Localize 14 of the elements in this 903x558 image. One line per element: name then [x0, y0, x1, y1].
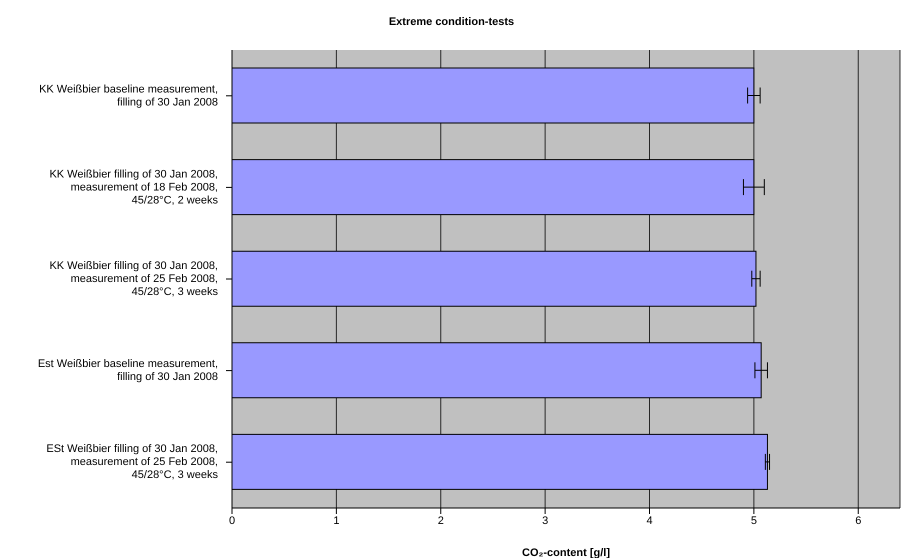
x-tick-label: 0 — [228, 514, 236, 527]
y-tick-label: KK Weißbier baseline measurement, filling of 30 Jan 2008 — [39, 83, 218, 108]
x-tick-label: 5 — [750, 514, 757, 527]
x-tick-label: 2 — [438, 514, 444, 527]
x-tick-label: 1 — [333, 514, 340, 527]
y-tick-label: ESt Weißbier filling of 30 Jan 2008, measurement of 25 Feb 2008, 45/28°C, 3 weeks — [46, 443, 218, 482]
x-axis-title: CO₂-content [g/l] — [522, 547, 610, 558]
y-tick-label: KK Weißbier filling of 30 Jan 2008, measurement of 25 Feb 2008, 45/28°C, 3 weeks — [49, 260, 218, 298]
x-tick-label: 3 — [542, 514, 548, 527]
chart-title: Extreme condition-tests — [388, 16, 516, 28]
x-tick-label: 6 — [855, 514, 862, 527]
x-tick-label: 4 — [646, 514, 653, 527]
y-tick-label: KK Weißbier filling of 30 Jan 2008, measurement of 18 Feb 2008, 45/28°C, 2 weeks — [49, 168, 218, 206]
y-tick-label: Est Weißbier baseline measurement, filling of 30 Jan 2008 — [38, 358, 218, 384]
